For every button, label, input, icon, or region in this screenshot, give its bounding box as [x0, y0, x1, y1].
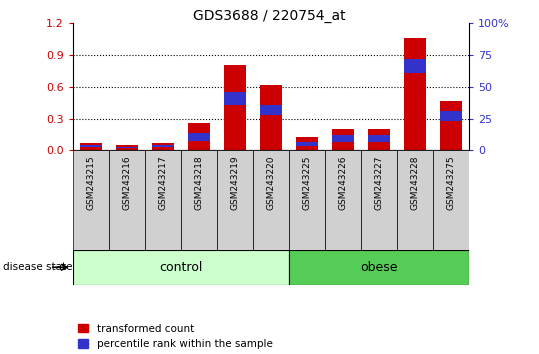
Text: GSM243228: GSM243228 [410, 155, 419, 210]
Bar [188, 123, 210, 150]
Bar [253, 150, 289, 250]
Bar [224, 92, 246, 105]
Text: GSM243219: GSM243219 [230, 155, 239, 210]
Bar [433, 150, 469, 250]
Bar [217, 150, 253, 250]
Bar [332, 129, 354, 150]
Bar [397, 150, 433, 250]
Bar [145, 150, 181, 250]
Bar [289, 150, 325, 250]
Text: GSM243217: GSM243217 [158, 155, 167, 210]
Bar [404, 59, 426, 73]
Text: GSM243226: GSM243226 [338, 155, 347, 210]
Bar [289, 250, 469, 285]
Bar [116, 145, 137, 150]
Bar [73, 250, 289, 285]
Text: GSM243225: GSM243225 [302, 155, 312, 210]
Bar [440, 111, 462, 121]
Bar [325, 150, 361, 250]
Bar [361, 150, 397, 250]
Text: obese: obese [360, 261, 398, 274]
Text: GSM243215: GSM243215 [86, 155, 95, 210]
Text: GSM243220: GSM243220 [266, 155, 275, 210]
Bar [116, 147, 137, 148]
Bar [368, 129, 390, 150]
Text: GSM243227: GSM243227 [375, 155, 383, 210]
Legend: transformed count, percentile rank within the sample: transformed count, percentile rank withi… [78, 324, 273, 349]
Bar [80, 145, 101, 147]
Bar [296, 137, 317, 150]
Bar [73, 150, 109, 250]
Bar [404, 38, 426, 150]
Bar [296, 142, 317, 146]
Bar [440, 101, 462, 150]
Text: control: control [159, 261, 203, 274]
Bar [332, 135, 354, 142]
Bar [188, 133, 210, 141]
Bar [224, 65, 246, 150]
Text: GSM243275: GSM243275 [446, 155, 455, 210]
Text: disease state: disease state [3, 262, 72, 272]
Bar [368, 135, 390, 142]
Text: GDS3688 / 220754_at: GDS3688 / 220754_at [193, 9, 346, 23]
Bar [109, 150, 145, 250]
Bar [152, 145, 174, 147]
Bar [260, 105, 282, 115]
Text: GSM243216: GSM243216 [122, 155, 132, 210]
Bar [260, 85, 282, 150]
Bar [152, 143, 174, 150]
Bar [80, 143, 101, 150]
Text: GSM243218: GSM243218 [195, 155, 203, 210]
Bar [181, 150, 217, 250]
